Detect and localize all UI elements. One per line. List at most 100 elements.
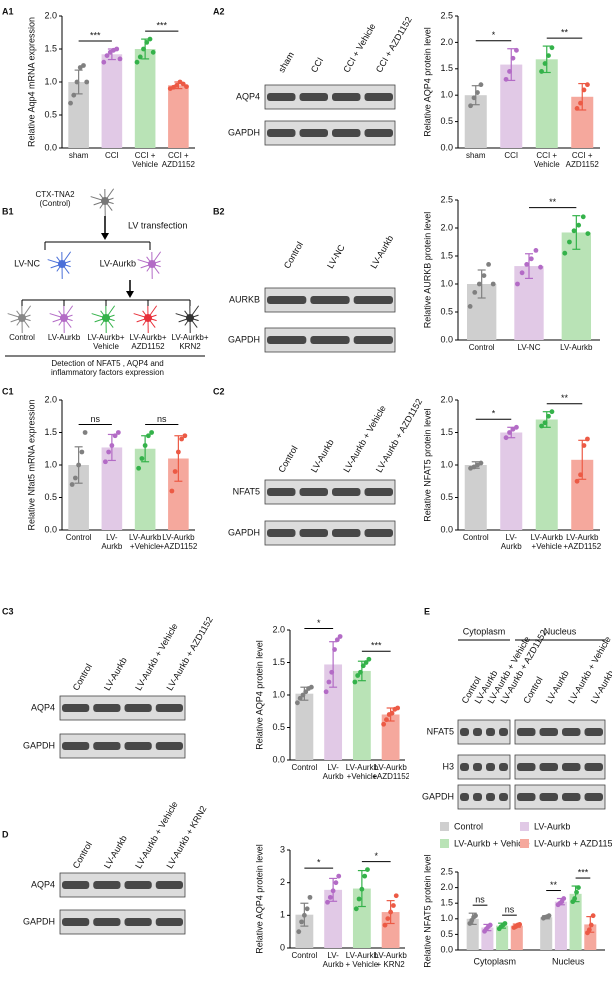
data-point	[384, 717, 389, 722]
data-point	[169, 489, 174, 494]
blot-row-label: GAPDH	[23, 740, 55, 750]
data-point	[538, 265, 543, 270]
cell-icon	[134, 306, 157, 333]
y-tick-label: 0.5	[44, 492, 57, 502]
blot-column-label: CCI + AZD1152	[374, 15, 414, 74]
blot-row-label: AQP4	[31, 702, 55, 712]
blot-row-label: NFAT5	[427, 726, 454, 736]
data-point	[578, 472, 583, 477]
significance-label: *	[374, 851, 378, 861]
data-point	[118, 57, 123, 62]
diagram-caption: Detection of NFAT5 , AQP4 and inflammato…	[10, 359, 205, 381]
blot-band	[460, 728, 469, 736]
data-point	[546, 53, 551, 58]
blot-band	[310, 336, 349, 344]
blot-band	[517, 793, 536, 801]
cell-body	[144, 314, 152, 322]
diagram-outcome: LV-Aurkb+ KRN2	[168, 333, 212, 353]
significance-label: *	[317, 858, 321, 868]
significance-label: **	[561, 393, 569, 403]
data-point	[561, 896, 566, 901]
blot-row-label: GAPDH	[228, 527, 260, 537]
y-tick-label: 1.5	[44, 427, 57, 437]
data-point	[477, 282, 482, 287]
data-point	[149, 430, 154, 435]
data-point	[473, 913, 478, 918]
y-tick-label: 1.0	[440, 278, 453, 288]
blot-band	[310, 296, 349, 304]
data-point	[143, 443, 148, 448]
blot-column-label: LV-Aurkb	[368, 234, 395, 270]
blot-band	[300, 93, 329, 101]
y-tick-label: 2.0	[272, 624, 285, 634]
y-tick-label: 1.5	[440, 63, 453, 73]
x-tick-label-text: LV-Aurkb +AZD1152	[372, 763, 409, 781]
y-tick-label: 0.5	[440, 116, 453, 126]
blot-band	[460, 763, 469, 771]
blot-row-label: GAPDH	[228, 127, 260, 137]
data-point	[299, 919, 304, 924]
blot-band	[156, 742, 183, 750]
x-tick-label: LV-Aurkb +AZD1152	[372, 763, 409, 785]
cell-body	[18, 314, 26, 322]
blot-band	[62, 881, 89, 889]
blot-band	[354, 296, 393, 304]
data-point	[475, 90, 480, 95]
y-tick-label: 1.0	[272, 689, 285, 699]
blot-column-label: sham	[276, 50, 296, 74]
panel-label: D	[2, 829, 9, 839]
cell-body	[58, 260, 66, 268]
data-point	[114, 47, 119, 52]
y-tick-label: 1.0	[440, 90, 453, 100]
y-tick-label: 0.5	[440, 306, 453, 316]
bar	[536, 420, 558, 531]
x-tick-label-text: LV-Aurkb +AZD1152	[561, 533, 605, 551]
data-point	[572, 896, 577, 901]
blot-band	[365, 129, 394, 137]
panel-label: B2	[213, 206, 225, 216]
blot-band	[517, 763, 536, 771]
data-point	[76, 463, 81, 468]
data-point	[591, 913, 596, 918]
blot-band	[156, 881, 183, 889]
y-tick-label: 1.5	[440, 427, 453, 437]
data-point	[135, 60, 140, 65]
data-point	[116, 430, 121, 435]
cell-body	[186, 314, 194, 322]
data-point	[184, 84, 189, 89]
significance-label: ***	[90, 30, 101, 40]
blot-band	[562, 728, 581, 736]
data-point	[468, 103, 473, 108]
y-tick-label: 2.5	[440, 194, 453, 204]
blot-band	[93, 881, 120, 889]
y-tick-label: 3	[280, 844, 285, 854]
diagram-outcome-text: Control	[0, 333, 44, 342]
data-point	[362, 874, 367, 879]
y-tick-label: 2	[280, 877, 285, 887]
blot-band	[562, 793, 581, 801]
data-point	[524, 262, 529, 267]
legend-swatch	[520, 839, 529, 848]
blot-row-label: GAPDH	[23, 916, 55, 926]
bar	[353, 671, 371, 760]
x-tick-label-text: LV-Aurkb	[549, 343, 604, 352]
blot-band	[365, 529, 394, 537]
blot-band	[125, 881, 152, 889]
y-tick-label: 0	[280, 942, 285, 952]
y-tick-label: 0.5	[272, 722, 285, 732]
y-axis-label: Relative Aqp4 mRNA expression	[26, 17, 36, 147]
data-point	[79, 450, 84, 455]
legend-label: LV-Aurkb + AZD1152	[534, 838, 612, 848]
x-tick-label-text: CCI + AZD1152	[158, 151, 199, 169]
y-tick-label: 0.0	[44, 524, 57, 534]
blot-band	[300, 488, 329, 496]
data-point	[503, 921, 508, 926]
data-point	[106, 450, 111, 455]
y-tick-label: 2.0	[44, 394, 57, 404]
y-tick-label: 1	[280, 910, 285, 920]
data-point	[365, 867, 370, 872]
blot-row-label: GAPDH	[228, 334, 260, 344]
data-point	[173, 469, 178, 474]
y-tick-label: 0.0	[440, 334, 453, 344]
